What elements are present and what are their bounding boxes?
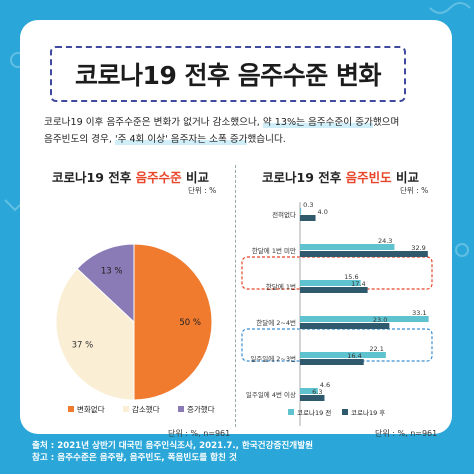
left-unit-bottom: 단위 : %, n=961	[168, 429, 231, 438]
title-box: 코로나19 전후 음주수준 변화	[50, 46, 406, 102]
left-title-b: 음주수준	[135, 170, 182, 185]
summary-line2-highlight: '주 4회 이상' 음주자는 소폭 증가	[114, 134, 248, 145]
left-title-c: 비교	[181, 170, 209, 185]
left-title-a: 코로나19 전후	[52, 170, 136, 185]
summary-line1-highlight: 약 13%는 음주수준이 증가	[262, 117, 373, 128]
left-unit-top: 단위 : %	[188, 186, 217, 195]
left-chart-title: 코로나19 전후 음주수준 비교	[52, 167, 209, 186]
summary-line2-c: 했습니다.	[247, 134, 286, 145]
footer-note: 참고 : 음주수준은 음주량, 음주빈도, 폭음빈도를 합친 것	[32, 453, 237, 463]
summary-line2-a: 음주빈도의 경우,	[44, 134, 115, 145]
panel-divider	[235, 165, 236, 427]
summary-line1-a: 코로나19 이후 음주수준은 변화가 없거나 감소했으나,	[44, 117, 263, 128]
right-title-b: 음주빈도	[345, 170, 392, 185]
footer: 출처 : 2021년 상반기 대국민 음주인식조사, 2021.7., 한국건강…	[32, 440, 313, 464]
right-title-c: 비교	[391, 170, 419, 185]
page-title: 코로나19 전후 음주수준 변화	[75, 61, 381, 90]
right-unit-bottom: 단위 : %, n=961	[375, 429, 438, 438]
right-title-a: 코로나19 전후	[262, 170, 346, 185]
footer-source: 출처 : 2021년 상반기 대국민 음주인식조사, 2021.7., 한국건강…	[32, 441, 314, 451]
summary-line1-c: 했으며	[372, 117, 400, 128]
right-unit-top: 단위 : %	[400, 186, 429, 195]
summary-text: 코로나19 이후 음주수준은 변화가 없거나 감소했으나, 약 13%는 음주수…	[44, 114, 436, 148]
right-chart-title: 코로나19 전후 음주빈도 비교	[262, 167, 419, 186]
